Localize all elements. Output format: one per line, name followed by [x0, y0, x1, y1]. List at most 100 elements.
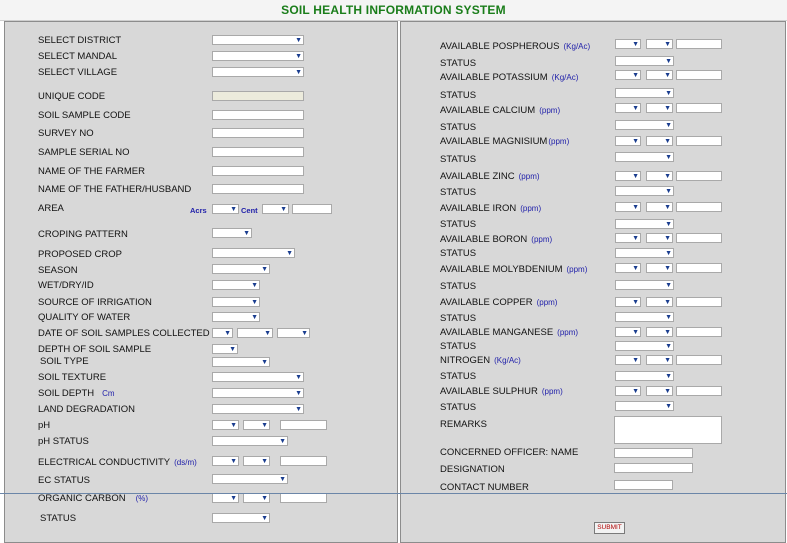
boron-status-select[interactable]: ▼: [615, 248, 674, 258]
ec-status-select[interactable]: ▼: [212, 474, 288, 484]
date-month-select[interactable]: ▼: [237, 328, 273, 338]
ph-select-1[interactable]: ▼: [212, 420, 239, 430]
officer-name-field[interactable]: [614, 448, 693, 458]
phosphorous-value-field[interactable]: [676, 39, 722, 49]
farmer-name-field[interactable]: [212, 166, 304, 176]
nitrogen-select-2[interactable]: ▼: [646, 355, 673, 365]
phosphorous-select-1[interactable]: ▼: [615, 39, 641, 49]
season-select[interactable]: ▼: [212, 264, 270, 274]
soil-depth-label-text: SOIL DEPTH: [38, 388, 95, 399]
area-acrs-select[interactable]: ▼: [212, 204, 239, 214]
magnisium-value-field[interactable]: [676, 136, 722, 146]
sulphur-status-select[interactable]: ▼: [615, 401, 674, 411]
zinc-value-field[interactable]: [676, 171, 722, 181]
nitrogen-value-field[interactable]: [676, 355, 722, 365]
magnisium-select-1[interactable]: ▼: [615, 136, 641, 146]
soil-sample-code-label: SOIL SAMPLE CODE: [38, 110, 131, 121]
contact-number-field[interactable]: [614, 480, 673, 490]
phosphorous-status-select[interactable]: ▼: [615, 56, 674, 66]
zinc-status-select[interactable]: ▼: [615, 186, 674, 196]
soil-texture-select[interactable]: ▼: [212, 372, 304, 382]
calcium-label: AVAILABLE CALCIUM (ppm): [440, 105, 560, 116]
phosphorous-select-2[interactable]: ▼: [646, 39, 673, 49]
chevron-down-icon: ▼: [664, 72, 671, 79]
iron-status-select[interactable]: ▼: [615, 219, 674, 229]
organic-carbon-value-field[interactable]: [280, 493, 327, 503]
sample-serial-no-field[interactable]: [212, 147, 304, 157]
croping-pattern-select[interactable]: ▼: [212, 228, 252, 238]
proposed-crop-select[interactable]: ▼: [212, 248, 295, 258]
manganese-select-2[interactable]: ▼: [646, 327, 673, 337]
organic-carbon-select-1[interactable]: ▼: [212, 493, 239, 503]
soil-depth-select[interactable]: ▼: [212, 388, 304, 398]
mandal-select[interactable]: ▼: [212, 51, 304, 61]
magnisium-status-select[interactable]: ▼: [615, 152, 674, 162]
father-name-field[interactable]: [212, 184, 304, 194]
calcium-status-select[interactable]: ▼: [615, 120, 674, 130]
designation-field[interactable]: [614, 463, 693, 473]
chevron-down-icon: ▼: [261, 515, 268, 522]
date-day-select[interactable]: ▼: [212, 328, 233, 338]
molybdenium-status-select[interactable]: ▼: [615, 280, 674, 290]
magnisium-select-2[interactable]: ▼: [646, 136, 673, 146]
calcium-select-1[interactable]: ▼: [615, 103, 641, 113]
ec-select-2[interactable]: ▼: [243, 456, 270, 466]
source-irrigation-select[interactable]: ▼: [212, 297, 260, 307]
boron-select-1[interactable]: ▼: [615, 233, 641, 243]
calcium-value-field[interactable]: [676, 103, 722, 113]
zinc-select-1[interactable]: ▼: [615, 171, 641, 181]
soil-type-select[interactable]: ▼: [212, 357, 270, 367]
molybdenium-select-1[interactable]: ▼: [615, 263, 641, 273]
oc-status-select[interactable]: ▼: [212, 513, 270, 523]
village-select[interactable]: ▼: [212, 67, 304, 77]
potassium-value-field[interactable]: [676, 70, 722, 80]
iron-value-field[interactable]: [676, 202, 722, 212]
manganese-select-1[interactable]: ▼: [615, 327, 641, 337]
potassium-select-2[interactable]: ▼: [646, 70, 673, 80]
ec-select-1[interactable]: ▼: [212, 456, 239, 466]
remarks-textarea[interactable]: [614, 416, 722, 444]
boron-value-field[interactable]: [676, 233, 722, 243]
iron-select-2[interactable]: ▼: [646, 202, 673, 212]
copper-select-2[interactable]: ▼: [646, 297, 673, 307]
date-year-select[interactable]: ▼: [277, 328, 310, 338]
molybdenium-select-2[interactable]: ▼: [646, 263, 673, 273]
organic-carbon-select-2[interactable]: ▼: [243, 493, 270, 503]
sulphur-select-2[interactable]: ▼: [646, 386, 673, 396]
quality-water-select[interactable]: ▼: [212, 312, 260, 322]
survey-no-field[interactable]: [212, 128, 304, 138]
molybdenium-value-field[interactable]: [676, 263, 722, 273]
manganese-value-field[interactable]: [676, 327, 722, 337]
ph-status-select[interactable]: ▼: [212, 436, 288, 446]
sulphur-value-field[interactable]: [676, 386, 722, 396]
area-cent-select[interactable]: ▼: [262, 204, 289, 214]
ph-value-field[interactable]: [280, 420, 327, 430]
copper-select-1[interactable]: ▼: [615, 297, 641, 307]
area-value-field[interactable]: [292, 204, 332, 214]
sulphur-select-1[interactable]: ▼: [615, 386, 641, 396]
potassium-select-1[interactable]: ▼: [615, 70, 641, 80]
manganese-status-select[interactable]: ▼: [615, 341, 674, 351]
boron-select-2[interactable]: ▼: [646, 233, 673, 243]
wet-dry-select[interactable]: ▼: [212, 280, 260, 290]
ph-select-2[interactable]: ▼: [243, 420, 270, 430]
copper-value-field[interactable]: [676, 297, 722, 307]
submit-button[interactable]: SUBMIT: [594, 522, 625, 534]
chevron-down-icon: ▼: [632, 105, 639, 112]
potassium-label: AVAILABLE POTASSIUM (Kg/Ac): [440, 72, 578, 83]
iron-select-1[interactable]: ▼: [615, 202, 641, 212]
nitrogen-select-1[interactable]: ▼: [615, 355, 641, 365]
zinc-select-2[interactable]: ▼: [646, 171, 673, 181]
ec-value-field[interactable]: [280, 456, 327, 466]
district-select[interactable]: ▼: [212, 35, 304, 45]
chevron-down-icon: ▼: [243, 230, 250, 237]
depth-sample-select[interactable]: ▼: [212, 344, 238, 354]
ph-label: pH: [38, 420, 51, 431]
calcium-select-2[interactable]: ▼: [646, 103, 673, 113]
unique-code-field[interactable]: [212, 91, 304, 101]
land-degradation-select[interactable]: ▼: [212, 404, 304, 414]
copper-status-select[interactable]: ▼: [615, 312, 674, 322]
soil-sample-code-field[interactable]: [212, 110, 304, 120]
nitrogen-status-select[interactable]: ▼: [615, 371, 674, 381]
potassium-status-select[interactable]: ▼: [615, 88, 674, 98]
